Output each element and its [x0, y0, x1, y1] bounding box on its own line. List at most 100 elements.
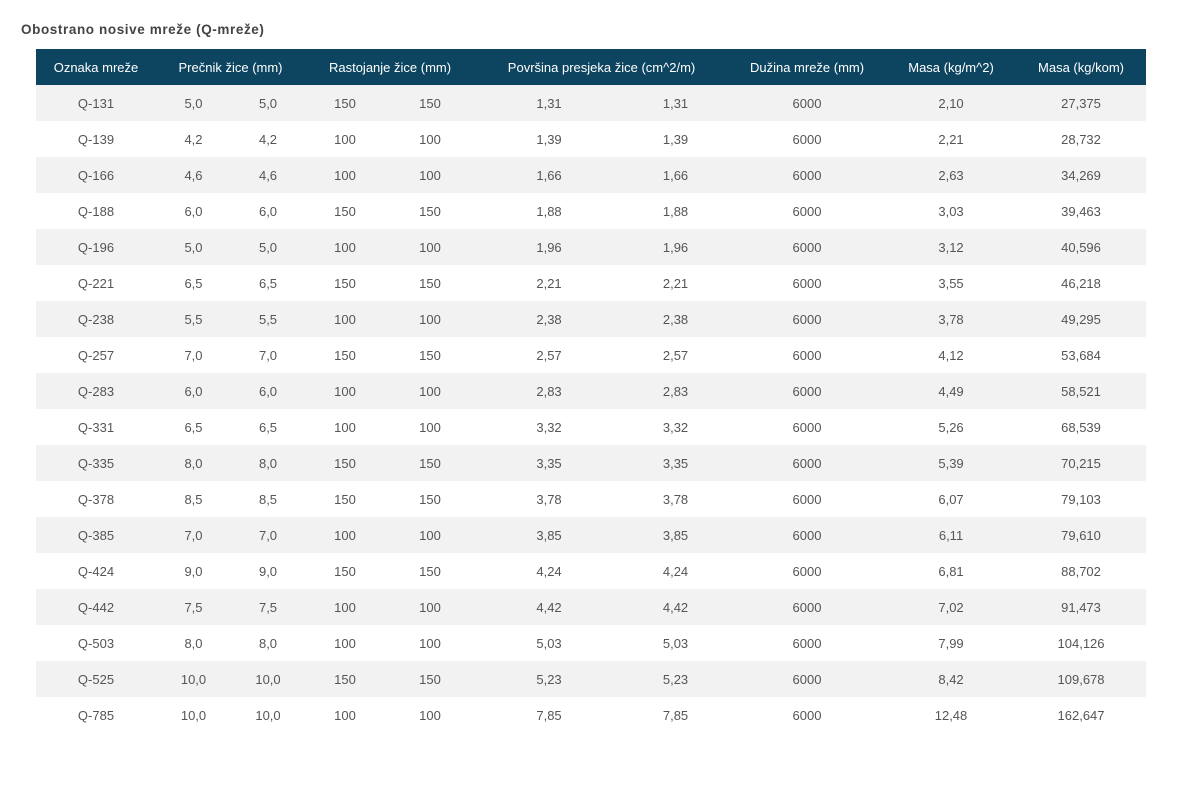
cell-precnik-1: 8,0: [156, 625, 231, 661]
table-row: Q-331 6,5 6,5 100 100 3,32 3,32 6000 5,26 68,539: [36, 409, 1147, 445]
header-masa-po-m2: Masa (kg/m^2): [886, 49, 1017, 85]
cell-rastojanje-1: 100: [305, 409, 386, 445]
cell-masa-kom: 79,103: [1016, 481, 1147, 517]
cell-oznaka: Q-385: [36, 517, 156, 553]
cell-masa-kom: 39,463: [1016, 193, 1147, 229]
cell-masa-m2: 5,26: [886, 409, 1017, 445]
header-masa-po-komadu: Masa (kg/kom): [1016, 49, 1147, 85]
cell-precnik-2: 10,0: [231, 661, 306, 697]
cell-povrsina-1: 3,78: [475, 481, 624, 517]
header-povrsina-presjeka: Površina presjeka žice (cm^2/m): [475, 49, 729, 85]
cell-povrsina-1: 1,96: [475, 229, 624, 265]
table-row: Q-166 4,6 4,6 100 100 1,66 1,66 6000 2,63 34,269: [36, 157, 1147, 193]
table-row: Q-385 7,0 7,0 100 100 3,85 3,85 6000 6,11 79,610: [36, 517, 1147, 553]
header-duzina-mreze: Dužina mreže (mm): [728, 49, 887, 85]
cell-povrsina-2: 2,57: [623, 337, 729, 373]
cell-precnik-2: 7,0: [231, 517, 306, 553]
cell-rastojanje-2: 150: [385, 193, 476, 229]
cell-rastojanje-1: 150: [305, 337, 386, 373]
cell-rastojanje-1: 100: [305, 121, 386, 157]
cell-masa-kom: 58,521: [1016, 373, 1147, 409]
cell-rastojanje-1: 100: [305, 373, 386, 409]
cell-duzina: 6000: [728, 481, 887, 517]
cell-masa-m2: 3,12: [886, 229, 1017, 265]
cell-povrsina-1: 5,23: [475, 661, 624, 697]
cell-povrsina-2: 2,83: [623, 373, 729, 409]
table-row: Q-238 5,5 5,5 100 100 2,38 2,38 6000 3,78 49,295: [36, 301, 1147, 337]
cell-masa-m2: 3,55: [886, 265, 1017, 301]
table-row: Q-221 6,5 6,5 150 150 2,21 2,21 6000 3,55 46,218: [36, 265, 1147, 301]
cell-povrsina-1: 1,31: [475, 85, 624, 121]
cell-masa-kom: 79,610: [1016, 517, 1147, 553]
table-row: Q-335 8,0 8,0 150 150 3,35 3,35 6000 5,39 70,215: [36, 445, 1147, 481]
cell-oznaka: Q-221: [36, 265, 156, 301]
cell-rastojanje-1: 150: [305, 85, 386, 121]
cell-duzina: 6000: [728, 661, 887, 697]
cell-povrsina-1: 1,88: [475, 193, 624, 229]
cell-oznaka: Q-442: [36, 589, 156, 625]
cell-duzina: 6000: [728, 121, 887, 157]
cell-precnik-1: 4,2: [156, 121, 231, 157]
cell-rastojanje-1: 150: [305, 445, 386, 481]
table-row: Q-188 6,0 6,0 150 150 1,88 1,88 6000 3,03 39,463: [36, 193, 1147, 229]
cell-povrsina-1: 5,03: [475, 625, 624, 661]
cell-masa-m2: 6,07: [886, 481, 1017, 517]
cell-masa-kom: 70,215: [1016, 445, 1147, 481]
cell-masa-kom: 162,647: [1016, 697, 1147, 733]
cell-povrsina-1: 3,35: [475, 445, 624, 481]
cell-masa-kom: 49,295: [1016, 301, 1147, 337]
cell-duzina: 6000: [728, 157, 887, 193]
table-body: Q-131 5,0 5,0 150 150 1,31 1,31 6000 2,10 27,375 Q…: [36, 85, 1147, 733]
cell-duzina: 6000: [728, 553, 887, 589]
cell-oznaka: Q-335: [36, 445, 156, 481]
header-oznaka-mreze: Oznaka mreže: [36, 49, 156, 85]
page-title: Obostrano nosive mreže (Q-mreže): [21, 22, 265, 37]
cell-precnik-1: 7,0: [156, 517, 231, 553]
cell-povrsina-1: 2,38: [475, 301, 624, 337]
cell-rastojanje-1: 100: [305, 517, 386, 553]
cell-rastojanje-1: 100: [305, 625, 386, 661]
cell-oznaka: Q-131: [36, 85, 156, 121]
cell-masa-kom: 27,375: [1016, 85, 1147, 121]
cell-duzina: 6000: [728, 301, 887, 337]
cell-rastojanje-1: 150: [305, 193, 386, 229]
table-row: Q-442 7,5 7,5 100 100 4,42 4,42 6000 7,02 91,473: [36, 589, 1147, 625]
cell-oznaka: Q-503: [36, 625, 156, 661]
cell-povrsina-2: 4,24: [623, 553, 729, 589]
cell-precnik-2: 6,5: [231, 265, 306, 301]
cell-rastojanje-2: 150: [385, 85, 476, 121]
cell-precnik-2: 5,0: [231, 85, 306, 121]
cell-rastojanje-2: 150: [385, 337, 476, 373]
cell-duzina: 6000: [728, 625, 887, 661]
cell-precnik-2: 10,0: [231, 697, 306, 733]
cell-povrsina-2: 3,85: [623, 517, 729, 553]
cell-oznaka: Q-785: [36, 697, 156, 733]
cell-povrsina-2: 5,23: [623, 661, 729, 697]
table-row: Q-378 8,5 8,5 150 150 3,78 3,78 6000 6,07 79,103: [36, 481, 1147, 517]
cell-rastojanje-1: 100: [305, 589, 386, 625]
cell-masa-m2: 3,78: [886, 301, 1017, 337]
cell-masa-kom: 34,269: [1016, 157, 1147, 193]
cell-precnik-2: 6,5: [231, 409, 306, 445]
cell-precnik-1: 9,0: [156, 553, 231, 589]
cell-oznaka: Q-139: [36, 121, 156, 157]
cell-precnik-2: 9,0: [231, 553, 306, 589]
cell-masa-m2: 6,11: [886, 517, 1017, 553]
cell-duzina: 6000: [728, 193, 887, 229]
cell-precnik-2: 7,0: [231, 337, 306, 373]
cell-precnik-1: 5,0: [156, 85, 231, 121]
table-row: Q-503 8,0 8,0 100 100 5,03 5,03 6000 7,99 104,126: [36, 625, 1147, 661]
cell-rastojanje-1: 100: [305, 229, 386, 265]
cell-povrsina-1: 2,83: [475, 373, 624, 409]
cell-oznaka: Q-196: [36, 229, 156, 265]
cell-precnik-1: 6,5: [156, 265, 231, 301]
cell-povrsina-2: 1,31: [623, 85, 729, 121]
cell-povrsina-1: 2,57: [475, 337, 624, 373]
cell-duzina: 6000: [728, 265, 887, 301]
mesh-table: Oznaka mreže Prečnik žice (mm) Rastojanj…: [36, 49, 1147, 733]
table-row: Q-196 5,0 5,0 100 100 1,96 1,96 6000 3,12 40,596: [36, 229, 1147, 265]
cell-rastojanje-2: 150: [385, 553, 476, 589]
cell-duzina: 6000: [728, 517, 887, 553]
cell-precnik-2: 5,5: [231, 301, 306, 337]
cell-duzina: 6000: [728, 85, 887, 121]
